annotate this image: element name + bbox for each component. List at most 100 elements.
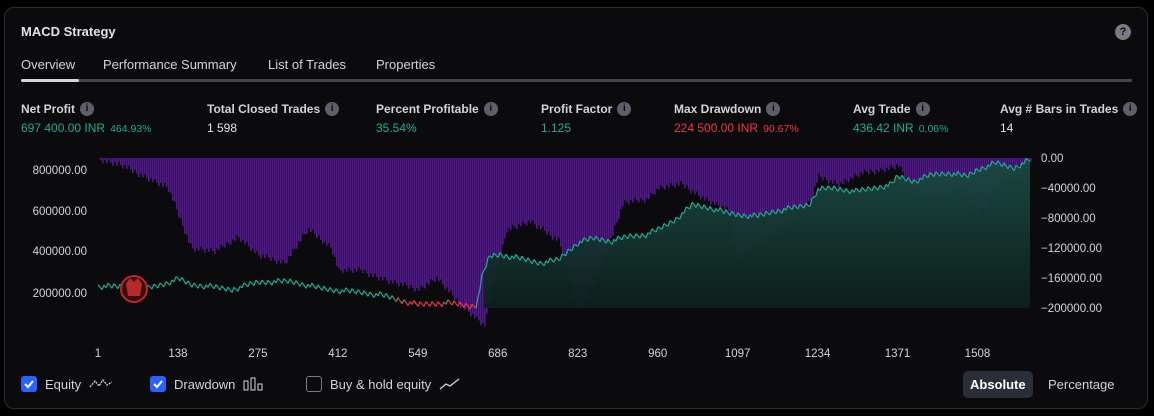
equity-line-segment xyxy=(411,300,415,305)
equity-line-segment xyxy=(213,284,217,290)
drawdown-bar xyxy=(534,158,536,225)
equity-checkbox[interactable] xyxy=(21,376,37,392)
drawdown-bar xyxy=(722,158,724,206)
drawdown-bar xyxy=(878,158,880,173)
equity-line-segment xyxy=(401,299,405,304)
legend-equity[interactable]: Equity xyxy=(21,374,113,394)
drawdown-bar xyxy=(306,158,308,234)
drawdown-bar xyxy=(800,158,802,213)
equity-line-segment xyxy=(917,177,921,184)
equity-line-segment xyxy=(431,301,435,305)
drawdown-bar xyxy=(372,158,374,277)
equity-line-segment xyxy=(553,256,557,263)
info-icon[interactable]: i xyxy=(80,102,94,116)
drawdown-bar xyxy=(338,158,340,268)
equity-line-segment xyxy=(309,282,313,288)
equity-line-segment xyxy=(475,296,479,309)
drawdown-bar xyxy=(160,158,162,183)
equity-line-segment xyxy=(265,280,269,286)
info-icon[interactable]: i xyxy=(325,102,340,116)
drawdown-bar xyxy=(130,158,132,170)
tab-performance-summary[interactable]: Performance Summary xyxy=(103,57,237,72)
equity-line-segment xyxy=(747,214,751,220)
equity-label: Equity xyxy=(45,376,82,392)
equity-line-segment xyxy=(327,287,331,292)
equity-line-segment xyxy=(611,239,615,245)
equity-line-segment xyxy=(505,253,509,258)
equity-line-segment xyxy=(661,223,665,230)
tab-list-of-trades[interactable]: List of Trades xyxy=(268,57,347,72)
absolute-toggle-button[interactable]: Absolute xyxy=(963,371,1033,398)
buy-hold-checkbox[interactable] xyxy=(306,376,322,392)
drawdown-bar xyxy=(218,158,220,251)
stat-label: Profit Factor xyxy=(541,102,613,116)
equity-line-segment xyxy=(805,202,809,206)
tab-properties[interactable]: Properties xyxy=(376,57,436,72)
equity-line-segment xyxy=(317,284,321,289)
drawdown-bar xyxy=(782,158,784,232)
equity-line-segment xyxy=(555,256,559,260)
equity-line-segment xyxy=(191,282,195,288)
equity-line-segment xyxy=(623,234,627,238)
drawdown-bar xyxy=(708,158,710,202)
drawdown-bar xyxy=(238,158,240,238)
drawdown-bar xyxy=(870,158,872,170)
drawdown-bar xyxy=(334,158,336,257)
stat-value: 35.54% xyxy=(376,121,417,135)
tab-overview[interactable]: Overview xyxy=(21,57,76,72)
equity-line-segment xyxy=(859,187,863,193)
drawdown-bar xyxy=(516,158,518,230)
equity-line-segment xyxy=(445,299,449,305)
equity-line-segment xyxy=(871,185,875,192)
drawdown-bar xyxy=(848,158,850,183)
drawdown-bar xyxy=(512,158,514,225)
drawdown-bar xyxy=(454,158,456,301)
equity-line-segment xyxy=(299,282,303,287)
drawdown-bar xyxy=(558,158,560,238)
drawdown-bar xyxy=(538,158,540,226)
equity-line-segment xyxy=(97,284,101,288)
drawdown-bar xyxy=(444,158,446,290)
drawdown-bar xyxy=(918,158,920,195)
drawdown-checkbox[interactable] xyxy=(150,376,166,392)
equity-line-segment xyxy=(241,282,245,289)
legend-drawdown[interactable]: Drawdown xyxy=(150,374,265,394)
drawdown-bar xyxy=(192,158,194,249)
drawdown-bar xyxy=(716,158,718,202)
equity-line-segment xyxy=(893,175,897,183)
equity-line-segment xyxy=(113,283,117,287)
help-icon[interactable]: ? xyxy=(1115,24,1131,40)
drawdown-bar xyxy=(826,158,828,181)
drawdown-bar xyxy=(194,158,196,252)
drawdown-bar xyxy=(598,158,600,277)
drawdown-bar xyxy=(898,158,900,168)
equity-line-segment xyxy=(543,260,547,266)
drawdown-bar xyxy=(170,158,172,193)
percentage-toggle-button[interactable]: Percentage xyxy=(1048,377,1115,392)
drawdown-bar xyxy=(630,158,632,201)
equity-drawdown-chart[interactable]: 800000.00 600000.00 400000.00 200000.00 0.0… xyxy=(0,150,1154,365)
equity-line-segment xyxy=(685,206,689,209)
drawdown-bar xyxy=(474,158,476,319)
drawdown-bar xyxy=(910,158,912,182)
equity-line-segment xyxy=(981,165,985,169)
legend-buy-hold[interactable]: Buy & hold equity xyxy=(306,374,461,394)
equity-line-segment xyxy=(231,287,235,293)
info-icon[interactable]: i xyxy=(766,102,781,116)
drawdown-bar xyxy=(642,158,644,201)
info-icon[interactable]: i xyxy=(617,102,632,116)
equity-line-segment xyxy=(369,291,373,296)
drawdown-bar xyxy=(816,158,818,183)
drawdown-bar xyxy=(148,158,150,182)
info-icon[interactable]: i xyxy=(483,102,498,116)
equity-line-segment xyxy=(471,303,475,307)
info-icon[interactable]: i xyxy=(1123,102,1138,116)
info-icon[interactable]: i xyxy=(915,102,930,116)
equity-line-segment xyxy=(905,177,909,182)
drawdown-bar xyxy=(344,158,346,269)
equity-line-segment xyxy=(781,208,785,214)
equity-line-segment xyxy=(315,284,319,290)
drawdown-bar xyxy=(610,158,612,239)
drawdown-bar xyxy=(662,158,664,188)
equity-line-segment xyxy=(963,172,967,177)
